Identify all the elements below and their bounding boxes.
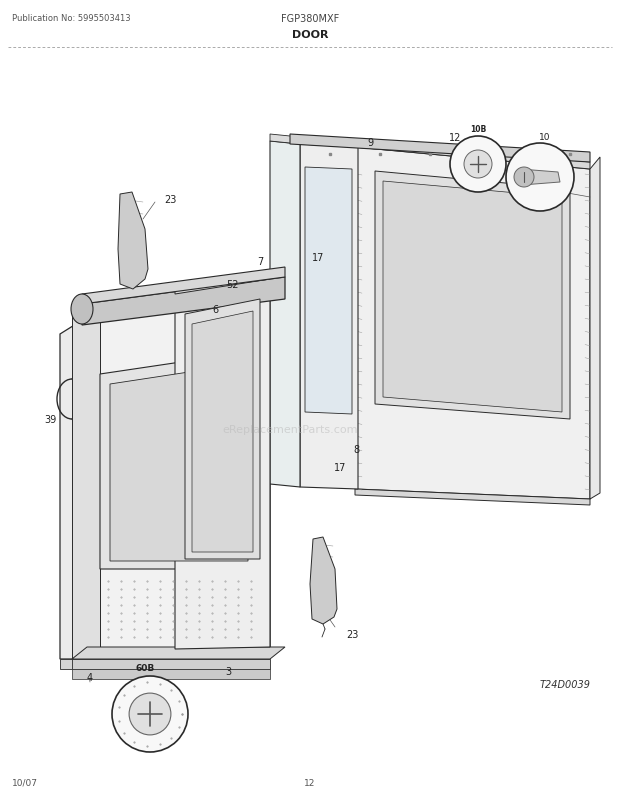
Circle shape — [506, 144, 574, 212]
Text: 52: 52 — [226, 280, 238, 290]
Text: 7: 7 — [257, 257, 263, 267]
Circle shape — [129, 693, 171, 735]
Polygon shape — [118, 192, 148, 290]
Text: 8: 8 — [353, 444, 359, 455]
Polygon shape — [110, 363, 248, 561]
Text: T24D0039: T24D0039 — [540, 679, 591, 689]
Circle shape — [464, 151, 492, 179]
Text: 10/07: 10/07 — [12, 778, 38, 787]
Polygon shape — [82, 277, 285, 326]
Polygon shape — [60, 659, 100, 669]
Text: Publication No: 5995503413: Publication No: 5995503413 — [12, 14, 131, 23]
Text: 10: 10 — [539, 132, 551, 141]
Polygon shape — [355, 148, 590, 500]
Polygon shape — [185, 300, 260, 559]
Polygon shape — [355, 489, 590, 505]
Text: 9: 9 — [367, 138, 373, 148]
Polygon shape — [175, 280, 270, 649]
Polygon shape — [355, 141, 590, 170]
Circle shape — [450, 137, 506, 192]
Polygon shape — [305, 168, 352, 415]
Polygon shape — [375, 172, 570, 419]
Text: 10B: 10B — [470, 125, 486, 134]
Polygon shape — [72, 647, 285, 659]
Text: 60B: 60B — [135, 664, 154, 673]
Text: 23: 23 — [346, 630, 358, 639]
Polygon shape — [72, 310, 100, 659]
Text: 17: 17 — [334, 463, 346, 472]
Text: 12: 12 — [449, 133, 461, 143]
Polygon shape — [270, 135, 300, 145]
Polygon shape — [72, 659, 270, 669]
Polygon shape — [175, 272, 270, 294]
Ellipse shape — [71, 294, 93, 325]
Text: 23: 23 — [164, 195, 176, 205]
Text: 6: 6 — [212, 305, 218, 314]
Text: FGP380MXF: FGP380MXF — [281, 14, 339, 24]
Polygon shape — [310, 537, 337, 624]
Polygon shape — [590, 158, 600, 500]
Polygon shape — [290, 135, 590, 163]
Polygon shape — [100, 285, 270, 659]
Polygon shape — [192, 312, 253, 553]
Polygon shape — [100, 351, 255, 569]
Text: eReplacementParts.com: eReplacementParts.com — [222, 424, 358, 435]
Text: 17: 17 — [312, 253, 324, 263]
Polygon shape — [383, 182, 562, 412]
Polygon shape — [72, 669, 270, 679]
Polygon shape — [270, 142, 300, 488]
Circle shape — [514, 168, 534, 188]
Circle shape — [112, 676, 188, 752]
Text: 12: 12 — [304, 778, 316, 787]
Polygon shape — [82, 268, 285, 305]
Polygon shape — [520, 170, 560, 186]
Polygon shape — [300, 145, 358, 489]
Polygon shape — [300, 138, 358, 148]
Text: 4: 4 — [87, 672, 93, 683]
Text: 39: 39 — [44, 415, 56, 424]
Text: 3: 3 — [225, 666, 231, 676]
Text: DOOR: DOOR — [292, 30, 328, 40]
Polygon shape — [60, 310, 100, 659]
